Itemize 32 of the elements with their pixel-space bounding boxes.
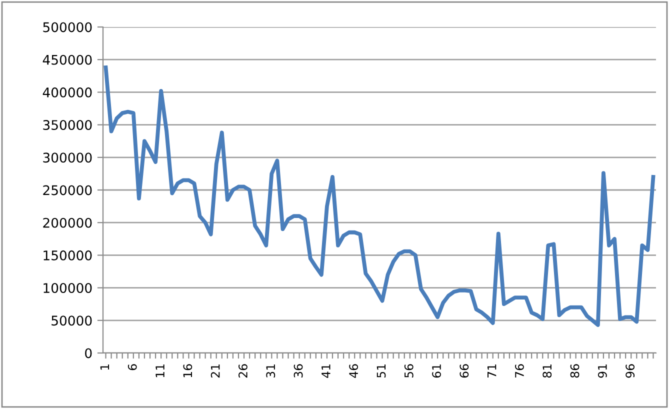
y-tick-label: 200000 — [43, 218, 92, 228]
x-tick-label: 86 — [570, 364, 580, 378]
x-tick-label: 71 — [488, 364, 496, 378]
y-tick-label: 0 — [85, 348, 92, 358]
x-tick-label: 66 — [460, 364, 469, 378]
y-tick-label: 150000 — [44, 250, 92, 260]
y-tick-label: 350000 — [43, 120, 92, 130]
x-tick-label: 81 — [542, 364, 552, 378]
y-tick-label: 100000 — [44, 283, 92, 293]
x-tick-label: 36 — [294, 364, 303, 378]
y-tick-label: 500000 — [43, 22, 92, 32]
x-tick-label: 6 — [128, 364, 137, 370]
y-tick-label: 450000 — [42, 54, 92, 65]
x-tick-label: 96 — [626, 364, 635, 378]
x-tick-label: 16 — [183, 364, 192, 378]
x-tick-label: 1 — [100, 364, 110, 370]
y-tick-label: 50000 — [52, 316, 92, 326]
line-series — [104, 65, 656, 327]
x-tick-label: 46 — [349, 364, 358, 378]
x-tick-label: 11 — [156, 364, 164, 378]
x-tick-label: 61 — [432, 364, 441, 378]
x-tick-label: 41 — [322, 364, 330, 378]
x-tick-label: 56 — [404, 364, 414, 378]
x-tick-label: 21 — [210, 364, 220, 378]
y-tick-label: 400000 — [42, 87, 92, 98]
x-tick-label: 91 — [598, 364, 607, 378]
y-tick-label: 300000 — [43, 152, 92, 163]
x-tick-label: 31 — [266, 364, 276, 378]
y-tick-label: 250000 — [43, 185, 92, 196]
x-tick-label: 26 — [238, 364, 248, 378]
x-tick-label: 76 — [515, 364, 524, 378]
x-tick-label: 51 — [376, 364, 386, 378]
